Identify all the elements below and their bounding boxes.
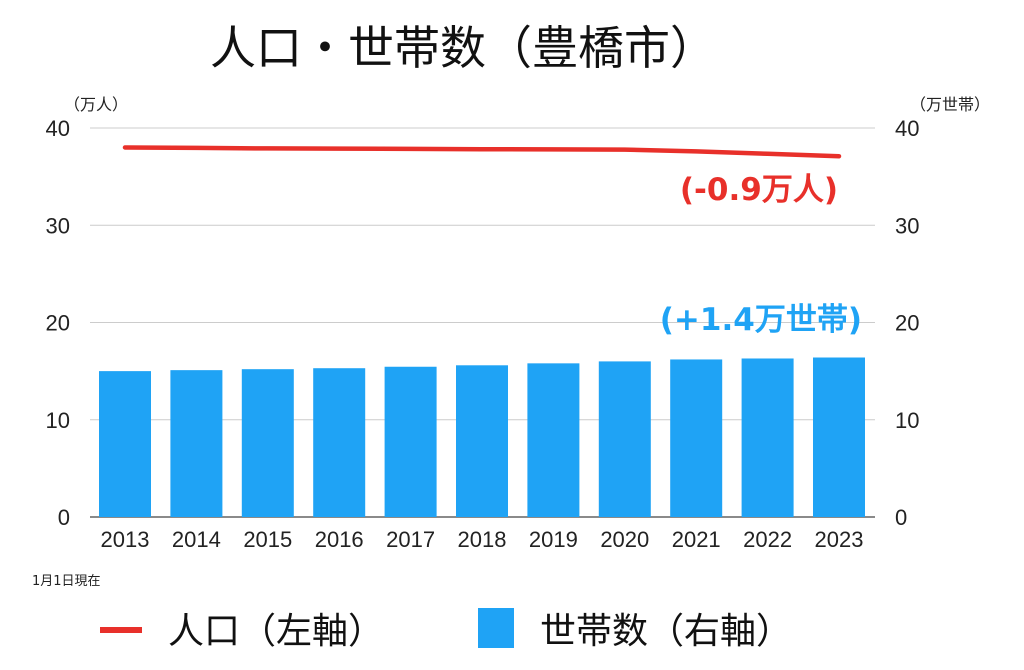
right-tick-label-20: 20 bbox=[895, 311, 919, 336]
right-axis-ticks: 0 10 20 30 40 bbox=[895, 116, 919, 530]
x-tick-label-2015: 2015 bbox=[243, 527, 292, 552]
legend-bar-swatch bbox=[478, 608, 514, 648]
right-tick-label-0: 0 bbox=[895, 505, 907, 530]
right-tick-label-10: 10 bbox=[895, 408, 919, 433]
x-tick-label-2013: 2013 bbox=[101, 527, 150, 552]
legend-label-households: 世帯数（右軸） bbox=[540, 611, 792, 652]
right-axis-unit: （万世帯） bbox=[910, 95, 990, 114]
household-bar-2016 bbox=[313, 368, 366, 517]
left-axis-ticks: 0 10 20 30 40 bbox=[46, 116, 70, 530]
left-tick-label-10: 10 bbox=[46, 408, 70, 433]
x-tick-label-2021: 2021 bbox=[672, 527, 721, 552]
x-tick-label-2017: 2017 bbox=[386, 527, 435, 552]
annotation-household-change: (+1.4万世帯) bbox=[660, 302, 862, 338]
right-tick-label-40: 40 bbox=[895, 116, 919, 141]
note-date: 1月1日現在 bbox=[32, 574, 101, 589]
x-tick-label-2020: 2020 bbox=[600, 527, 649, 552]
household-bar-2017 bbox=[384, 366, 437, 517]
left-tick-label-20: 20 bbox=[46, 311, 70, 336]
right-tick-label-30: 30 bbox=[895, 213, 919, 238]
household-bar-2015 bbox=[241, 369, 294, 517]
household-bar-2020 bbox=[598, 361, 651, 517]
population-line bbox=[122, 145, 842, 159]
x-tick-label-2018: 2018 bbox=[458, 527, 507, 552]
x-tick-label-2019: 2019 bbox=[529, 527, 578, 552]
household-bar-2023 bbox=[813, 357, 865, 517]
legend-label-population: 人口（左軸） bbox=[168, 611, 384, 652]
chart-title: 人口・世帯数（豊橋市） bbox=[210, 21, 716, 75]
left-tick-label-30: 30 bbox=[46, 213, 70, 238]
x-tick-label-2023: 2023 bbox=[815, 527, 864, 552]
household-bar-2013 bbox=[99, 371, 151, 517]
x-tick-label-2014: 2014 bbox=[172, 527, 221, 552]
x-tick-label-2022: 2022 bbox=[743, 527, 792, 552]
household-bar-2014 bbox=[170, 370, 223, 517]
left-tick-label-0: 0 bbox=[58, 505, 70, 530]
population-line-group bbox=[122, 145, 842, 159]
household-bar-2021 bbox=[670, 359, 723, 517]
household-bar-2022 bbox=[741, 358, 794, 517]
household-bar-2018 bbox=[456, 365, 508, 517]
left-axis-unit: （万人） bbox=[64, 95, 128, 114]
left-tick-label-40: 40 bbox=[46, 116, 70, 141]
annotation-population-change: (-0.9万人) bbox=[680, 172, 838, 208]
household-bar-2019 bbox=[527, 363, 580, 517]
x-tick-label-2016: 2016 bbox=[315, 527, 364, 552]
x-axis-ticks: 2013 2014 2015 2016 2017 2018 2019 2020 2021 2022… bbox=[101, 527, 864, 552]
legend: 人口（左軸） 世帯数（右軸） bbox=[100, 608, 792, 652]
household-bars bbox=[99, 357, 865, 517]
